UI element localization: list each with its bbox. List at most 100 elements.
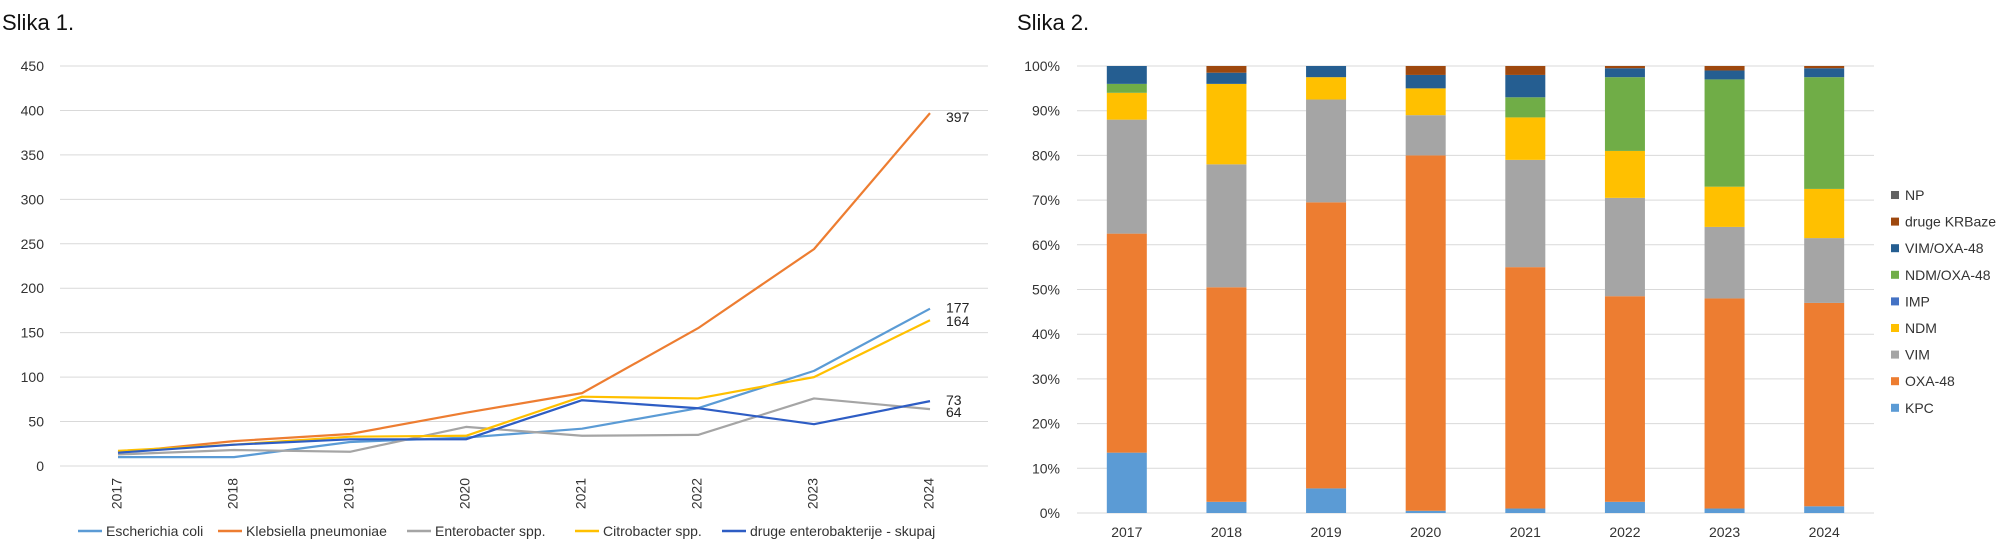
y-tick-label: 400 [21,102,45,118]
legend-item-druge-enterobakterije-skupaj: druge enterobakterije - skupaj [722,523,935,539]
bar-segment-druge-krbaze [1704,66,1745,71]
chart1-title: Slika 1. [2,10,74,35]
legend-label: NDM/OXA-48 [1905,267,1991,283]
y-tick-label: 50 [28,414,44,430]
series-line-klebsiella-pneumoniae [117,112,931,454]
x-tick-label: 2019 [1310,524,1341,540]
bar-segment-ndm [1405,88,1446,116]
y-tick-label: 300 [21,191,45,207]
bar-segment-ndm-oxa-48 [1505,97,1546,118]
y-tick-label: 350 [21,147,45,163]
bar-segment-oxa-48 [1306,202,1347,489]
chart2-bars [1106,66,1845,513]
bar-segment-oxa-48 [1106,233,1147,453]
legend-item-oxa-48: OXA-48 [1891,373,1955,389]
data-label: 64 [946,404,962,420]
legend-label: Klebsiella pneumoniae [246,523,387,539]
legend-item-np: NP [1891,187,1924,203]
data-label: 164 [946,313,970,329]
legend-swatch [1891,217,1899,226]
legend-label: VIM/OXA-48 [1905,240,1984,256]
chart1-legend: Escherichia coli Klebsiella pneumoniae Ent… [78,523,935,539]
bar-segment-oxa-48 [1206,287,1247,502]
bar-stack-2023 [1704,66,1745,513]
data-label: 177 [946,300,970,316]
bar-segment-ndm [1306,77,1347,100]
bar-segment-kpc [1505,508,1546,513]
bar-segment-ndm-oxa-48 [1106,83,1147,93]
x-tick-label: 2017 [1111,524,1142,540]
bar-segment-vim [1604,197,1645,297]
chart2-title: Slika 2. [1017,10,1089,35]
x-tick-label: 2024 [1809,524,1840,540]
chart2-x-ticks: 2017 2018 2019 2020 2021 2022 2023 2024 [1111,524,1840,540]
x-tick-label: 2023 [805,478,821,509]
bar-stack-2018 [1206,66,1247,513]
series-line-druge-enterobakterije-skupaj [117,399,931,454]
bar-segment-vim [1804,238,1845,303]
legend-item-druge-krbaze: druge KRBaze [1891,214,1996,230]
bar-segment-kpc [1206,501,1247,513]
x-tick-label: 2021 [1510,524,1541,540]
bar-segment-kpc [1604,501,1645,513]
chart1-end-labels: 177 397 64 164 73 [946,109,970,420]
legend-swatch [1891,377,1899,386]
y-tick-label: 10% [1032,460,1060,476]
bar-stack-2020 [1405,66,1446,513]
bar-segment-oxa-48 [1405,155,1446,511]
y-tick-label: 80% [1032,147,1060,163]
legend-swatch [1891,324,1899,332]
y-tick-label: 40% [1032,326,1060,342]
bar-segment-vim-oxa-48 [1405,74,1446,89]
bar-segment-ndm [1505,117,1546,160]
chart1-gridlines [60,65,988,467]
bar-segment-kpc [1804,506,1845,513]
y-tick-label: 50% [1032,282,1060,298]
y-tick-label: 20% [1032,416,1060,432]
chart1-x-ticks: 2017 2018 2019 2020 2021 2022 2023 2024 [109,478,937,509]
legend-label: Escherichia coli [106,523,203,539]
bar-segment-vim-oxa-48 [1306,66,1347,78]
bar-segment-druge-krbaze [1804,66,1845,69]
bar-segment-vim-oxa-48 [1106,66,1147,84]
bar-segment-oxa-48 [1804,302,1845,507]
chart2-y-ticks: 0% 10% 20% 30% 40% 50% 60% 70% 80% 90% 100% [1024,58,1060,521]
legend-label: NP [1905,187,1924,203]
bar-segment-druge-krbaze [1405,66,1446,75]
x-tick-label: 2023 [1709,524,1740,540]
bar-stack-2022 [1604,66,1645,513]
chart2-gridlines [1077,65,1874,514]
data-label: 73 [946,392,962,408]
series-line-escherichia-coli [118,307,931,459]
y-tick-label: 0 [36,458,44,474]
y-tick-label: 60% [1032,237,1060,253]
bar-segment-vim-oxa-48 [1505,74,1546,98]
legend-label: OXA-48 [1905,373,1955,389]
legend-swatch [1891,191,1899,199]
bar-segment-ndm [1106,92,1147,120]
bar-stack-2017 [1106,66,1147,513]
bar-segment-kpc [1405,510,1446,513]
bar-segment-vim-oxa-48 [1704,70,1745,80]
data-label: 397 [946,109,970,125]
bar-stack-2019 [1306,66,1347,513]
legend-swatch [1891,403,1899,412]
bar-segment-ndm-oxa-48 [1604,77,1645,151]
bar-segment-vim [1306,99,1347,203]
legend-item-escherichia-coli: Escherichia coli [78,523,203,539]
bar-segment-druge-krbaze [1604,66,1645,69]
bar-segment-kpc [1704,508,1745,513]
x-tick-label: 2018 [225,478,241,509]
bar-segment-oxa-48 [1604,296,1645,502]
legend-label: Enterobacter spp. [435,523,546,539]
y-tick-label: 90% [1032,103,1060,119]
bar-segment-vim-oxa-48 [1206,72,1247,84]
bar-segment-ndm [1604,150,1645,198]
legend-label: NDM [1905,320,1937,336]
bar-segment-druge-krbaze [1206,66,1247,73]
x-tick-label: 2022 [1609,524,1640,540]
bar-segment-ndm-oxa-48 [1704,79,1745,187]
bar-segment-vim [1405,115,1446,156]
legend-item-kpc: KPC [1891,400,1934,416]
